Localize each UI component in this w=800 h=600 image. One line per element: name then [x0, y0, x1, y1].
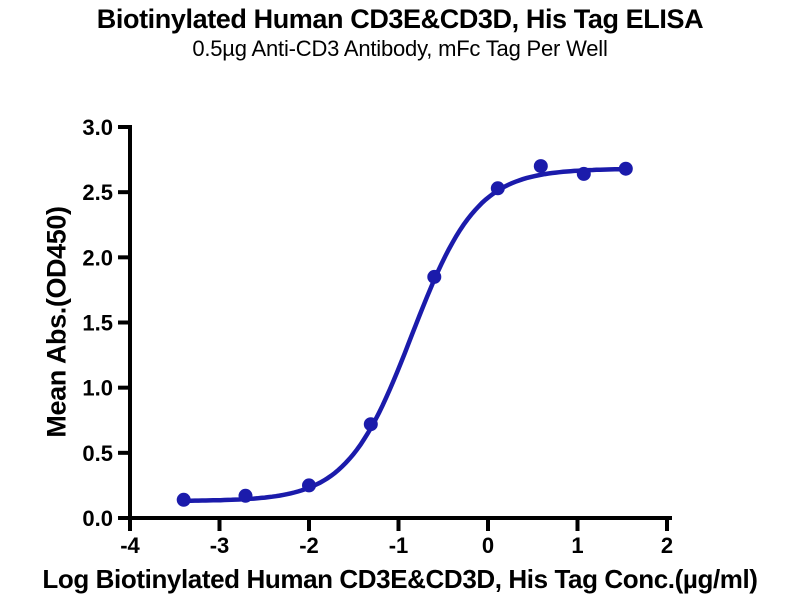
data-point: [176, 492, 191, 507]
x-tick-label: 0: [482, 533, 494, 558]
y-tick-label: 0.5: [82, 441, 113, 466]
data-point: [618, 161, 633, 176]
x-tick-label: 2: [661, 533, 673, 558]
x-tick-label: -3: [210, 533, 230, 558]
y-tick-label: 2.0: [82, 245, 113, 270]
y-tick-label: 0.0: [82, 506, 113, 531]
chart-title: Biotinylated Human CD3E&CD3D, His Tag EL…: [96, 4, 704, 34]
data-point: [363, 417, 378, 432]
y-tick-label: 1.5: [82, 311, 113, 336]
data-point: [576, 166, 591, 181]
x-tick-label: 1: [571, 533, 583, 558]
data-point: [427, 269, 442, 284]
data-point: [238, 488, 253, 503]
y-tick-label: 1.0: [82, 376, 113, 401]
data-point: [533, 159, 548, 174]
y-tick-label: 2.5: [82, 180, 113, 205]
y-tick-label: 3.0: [82, 115, 113, 140]
fit-curve: [181, 166, 629, 504]
data-point: [302, 478, 316, 493]
chart-subtitle: 0.5µg Anti-CD3 Antibody, mFc Tag Per Wel…: [192, 36, 608, 61]
x-tick-label: -2: [299, 533, 319, 558]
data-point: [490, 181, 505, 196]
x-tick-label: -1: [389, 533, 409, 558]
x-axis-label: Log Biotinylated Human CD3E&CD3D, His Ta…: [42, 564, 758, 594]
x-tick-label: -4: [120, 533, 140, 558]
